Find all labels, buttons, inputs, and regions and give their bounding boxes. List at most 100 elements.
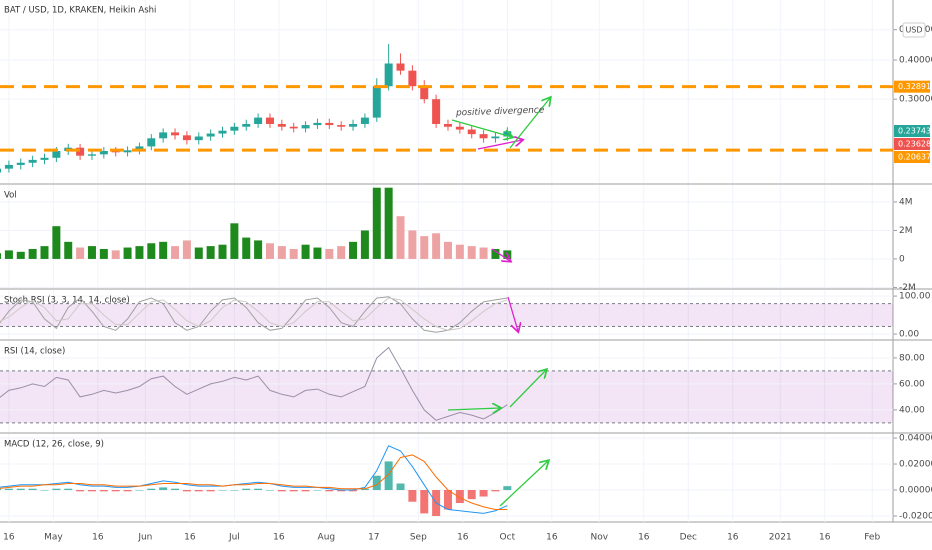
candle-body xyxy=(182,135,191,141)
plot-area xyxy=(0,44,893,517)
candle-body xyxy=(372,86,381,118)
candle-body xyxy=(254,117,263,124)
histogram-bar xyxy=(194,490,203,492)
x-tick-label: 16 xyxy=(819,533,831,543)
volume-bar xyxy=(432,233,441,259)
annotation: positive divergence xyxy=(455,105,545,118)
histogram-bar xyxy=(52,488,61,491)
candle-body xyxy=(76,147,85,156)
volume-bar xyxy=(182,240,191,259)
x-tick-label: Dec xyxy=(680,533,697,543)
histogram-bar xyxy=(420,490,429,514)
candle-body xyxy=(384,63,393,87)
arrow xyxy=(491,248,510,261)
histogram-bar xyxy=(171,488,180,491)
candle-body xyxy=(40,157,49,160)
volume-bar xyxy=(4,250,13,259)
price-tag xyxy=(894,125,930,138)
histogram-bar xyxy=(372,475,381,491)
annotations: positive divergence USD xyxy=(447,22,926,507)
histogram-bar xyxy=(265,490,274,491)
candle-body xyxy=(218,130,227,134)
volume-bar xyxy=(313,247,322,259)
histogram-bar xyxy=(159,487,168,491)
volume-bar xyxy=(194,247,203,259)
candle-body xyxy=(194,136,203,141)
x-tick-label: 16 xyxy=(727,533,739,543)
volume-bar xyxy=(408,230,417,259)
x-tick-label: 16 xyxy=(184,533,196,543)
arrow xyxy=(509,370,546,408)
price-tag xyxy=(894,151,930,164)
volume-bar xyxy=(147,243,156,259)
histogram-bar xyxy=(242,488,251,491)
volume-bar xyxy=(455,244,464,259)
volume-bar xyxy=(135,246,144,259)
candle-body xyxy=(135,146,144,151)
pane-title: Stoch RSI (3, 3, 14, 14, close) xyxy=(4,296,130,306)
candle-body xyxy=(313,122,322,126)
volume-bar xyxy=(479,247,488,259)
candle-body xyxy=(265,117,274,124)
price-tag xyxy=(894,138,930,151)
candle-body xyxy=(455,126,464,130)
candle-body xyxy=(289,126,298,129)
histogram-bar xyxy=(337,490,346,492)
y-tick-label: 40.00 xyxy=(899,405,925,415)
candle-body xyxy=(159,132,168,139)
candle-body xyxy=(301,125,310,129)
candle-body xyxy=(28,159,37,163)
candle-body xyxy=(230,126,239,131)
volume-bar xyxy=(123,247,132,259)
candle-body xyxy=(147,138,156,147)
histogram-bar xyxy=(16,488,25,491)
y-tick-label: 0.00 xyxy=(899,330,919,340)
volume-bar xyxy=(76,247,85,259)
histogram-bar xyxy=(349,490,358,492)
candle-body xyxy=(52,150,61,158)
histogram-bar xyxy=(289,490,298,492)
volume-bar xyxy=(337,246,346,259)
histogram-bar xyxy=(76,490,85,492)
arrow xyxy=(507,296,518,331)
histogram-bar xyxy=(503,486,512,491)
x-tick-label: 16 xyxy=(3,533,15,543)
line xyxy=(0,445,508,514)
volume-bar xyxy=(420,236,429,259)
histogram-bar xyxy=(396,483,405,491)
volume-bar xyxy=(0,253,2,259)
candle-body xyxy=(0,168,2,173)
price-tag xyxy=(894,80,930,93)
candle-body xyxy=(242,123,251,127)
histogram-bar xyxy=(277,490,286,492)
volume-bar xyxy=(372,187,381,259)
volume-bar xyxy=(384,187,393,259)
y-tick-label: 4M xyxy=(899,197,913,207)
histogram-bar xyxy=(491,490,500,492)
volume-bar xyxy=(159,241,168,259)
histogram-bar xyxy=(479,490,488,497)
histogram-bar xyxy=(0,488,2,491)
x-tick-label: Sep xyxy=(410,533,427,543)
line xyxy=(0,454,508,510)
volume-bar xyxy=(289,248,298,259)
x-tick-label: Jul xyxy=(228,533,240,543)
pane-title: MACD (12, 26, close, 9) xyxy=(4,440,104,450)
histogram-bar xyxy=(87,490,96,492)
x-tick-label: 16 xyxy=(638,533,650,543)
volume-bar xyxy=(443,241,452,259)
histogram-bar xyxy=(408,490,417,502)
volume-bar xyxy=(301,244,310,259)
line xyxy=(0,296,508,333)
histogram-bar xyxy=(301,490,310,492)
y-tick-label: 80.00 xyxy=(899,353,925,363)
candle-body xyxy=(99,150,108,155)
candle-body xyxy=(443,123,452,127)
y-tick-label: -2M xyxy=(899,283,916,293)
arrow xyxy=(499,461,548,507)
line xyxy=(0,346,508,421)
